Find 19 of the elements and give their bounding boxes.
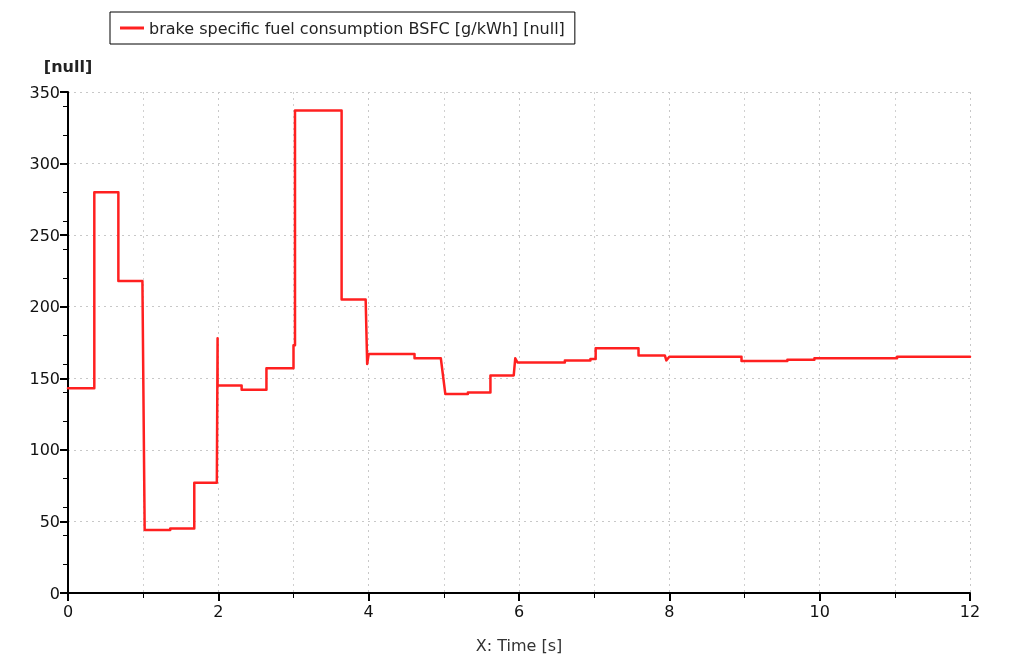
x-tick-label: 0 [62,601,74,621]
y-tick-label: 350 [29,82,60,102]
y-tick-label: 150 [29,368,60,388]
y-tick-label: 300 [29,154,60,174]
x-tick-label: 10 [809,601,830,621]
x-tick-label: 6 [513,601,525,621]
y-axis-title: [null] [43,56,93,76]
y-tick-label: 50 [39,511,60,531]
x-tick-label: 4 [363,601,374,621]
line-series [66,109,972,532]
y-tick-label: 0 [49,583,60,603]
y-tick-label: 250 [29,225,60,245]
x-axis-title: X: Time [s] [475,635,563,655]
x-tick-label: 12 [959,601,981,621]
legend-label: brake specific fuel consumption BSFC [g/kWh] [null] [149,18,565,38]
x-tick-label: 8 [664,601,675,621]
y-tick-label: 100 [29,440,60,460]
x-tick-label: 2 [213,601,224,621]
y-tick-label: 200 [29,297,60,317]
